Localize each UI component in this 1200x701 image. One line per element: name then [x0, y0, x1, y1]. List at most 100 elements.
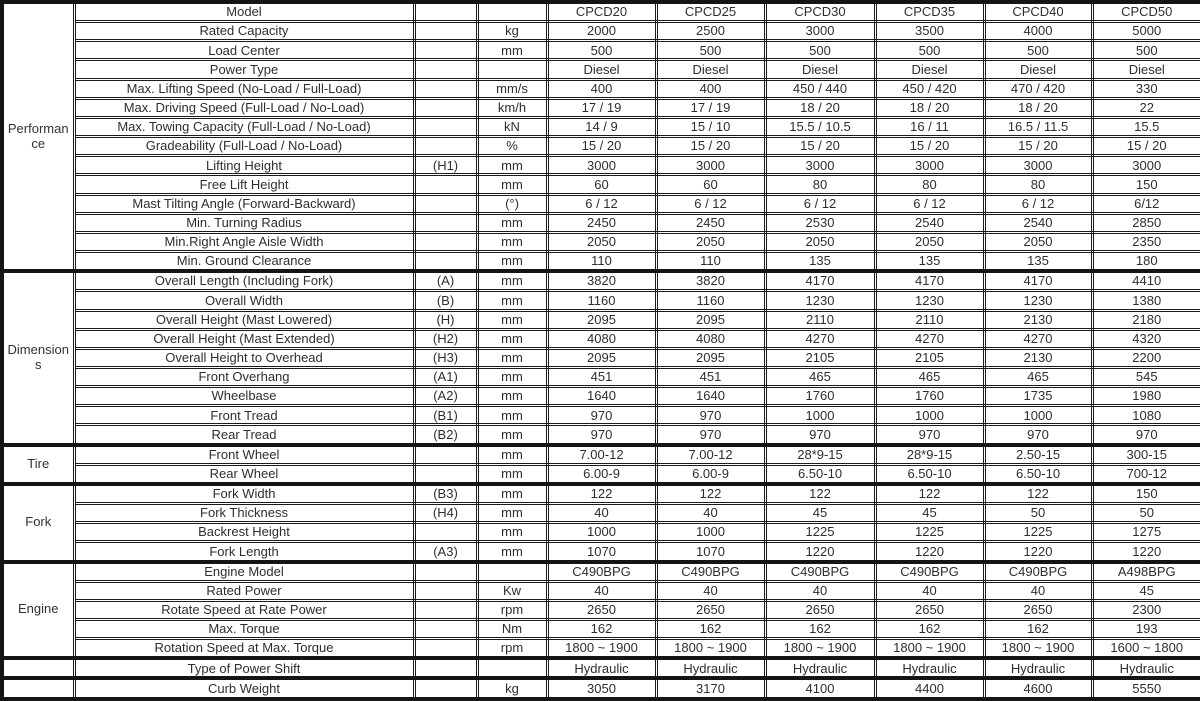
value-cell: 40	[873, 579, 986, 602]
symbol-cell	[412, 250, 479, 273]
value-cell: Diesel	[545, 58, 658, 81]
value-cell: 3820	[654, 269, 767, 293]
value-cell: 14 / 9	[545, 115, 658, 139]
spec-label-cell: Front Tread	[72, 404, 416, 427]
value-cell: 15 / 20	[873, 135, 986, 158]
spec-label-cell: Wheelbase	[72, 385, 416, 408]
value-cell: 450 / 440	[763, 77, 877, 100]
spec-label-cell: Engine Model	[72, 559, 416, 583]
unit-cell: mm	[475, 173, 549, 196]
value-cell: 18 / 20	[982, 96, 1094, 119]
value-cell: 110	[545, 250, 658, 273]
value-cell: 1380	[1090, 289, 1200, 312]
value-cell: 2130	[982, 308, 1094, 331]
value-cell: 500	[1090, 39, 1200, 62]
value-cell: 122	[763, 481, 877, 506]
value-cell: 1070	[654, 540, 767, 564]
symbol-cell	[412, 0, 479, 24]
symbol-cell: (H3)	[412, 346, 479, 369]
value-cell: 1800 ~ 1900	[654, 637, 767, 660]
value-cell: 40	[545, 502, 658, 525]
value-cell: 1220	[982, 540, 1094, 564]
value-cell: 3000	[763, 154, 877, 177]
value-cell: 500	[654, 39, 767, 62]
table-row: Power Type Diesel Diesel Diesel Diesel Diesel…	[2, 58, 1200, 81]
value-cell: 2300	[1090, 598, 1200, 622]
value-cell: 162	[982, 617, 1094, 641]
value-cell: 1760	[763, 385, 877, 408]
value-cell: 330	[1090, 77, 1200, 100]
value-cell: 1160	[654, 289, 767, 312]
value-cell: 50	[982, 502, 1094, 525]
value-cell: 15 / 20	[545, 135, 658, 158]
symbol-cell	[412, 58, 479, 81]
value-cell: 4270	[873, 327, 986, 350]
value-cell: 6 / 12	[654, 192, 767, 215]
value-cell: 1640	[545, 385, 658, 408]
value-cell: 45	[763, 502, 877, 525]
value-cell: 2050	[982, 230, 1094, 254]
value-cell: 970	[654, 423, 767, 447]
value-cell: 1230	[763, 289, 877, 312]
value-cell: 1980	[1090, 385, 1200, 408]
model-header-cell: CPCD20	[545, 0, 658, 24]
spec-label-cell: Type of Power Shift	[72, 656, 416, 680]
value-cell: 6.50-10	[873, 462, 986, 486]
symbol-cell	[412, 230, 479, 254]
unit-cell: mm	[475, 269, 549, 293]
value-cell: 2650	[873, 598, 986, 622]
symbol-cell	[412, 637, 479, 660]
spec-label-cell: Rotation Speed at Max. Torque	[72, 637, 416, 660]
spec-label-cell: Front Overhang	[72, 365, 416, 389]
value-cell: 15.5	[1090, 115, 1200, 139]
unit-cell: mm	[475, 462, 549, 486]
value-cell: 15 / 10	[654, 115, 767, 139]
value-cell: 4170	[982, 269, 1094, 293]
value-cell: 2650	[763, 598, 877, 622]
unit-cell: %	[475, 135, 549, 158]
model-header-cell: CPCD25	[654, 0, 767, 24]
symbol-cell: (A1)	[412, 365, 479, 389]
unit-cell: mm	[475, 502, 549, 525]
value-cell: 4080	[545, 327, 658, 350]
unit-cell: kg	[475, 676, 549, 701]
unit-cell: mm	[475, 540, 549, 564]
value-cell: 15 / 20	[1090, 135, 1200, 158]
table-row: Curb Weight kg 3050 3170 4100 4400 4600 5550	[0, 676, 1200, 701]
value-cell: 451	[654, 365, 767, 389]
spec-label-cell: Min.Right Angle Aisle Width	[72, 230, 416, 254]
value-cell: 122	[982, 481, 1094, 506]
spec-label-cell: Front Wheel	[72, 442, 416, 466]
value-cell: 1600 ~ 1800	[1090, 637, 1200, 660]
unit-cell: mm	[475, 327, 549, 350]
spec-label-cell: Curb Weight	[72, 676, 416, 701]
table-row: Tire Front Wheel mm 7.00-12 7.00-12 28*9-15 28…	[0, 442, 1200, 486]
unit-cell: mm	[475, 39, 549, 62]
value-cell: 545	[1090, 365, 1200, 389]
value-cell: 180	[1090, 250, 1200, 273]
value-cell: 2200	[1090, 346, 1200, 369]
value-cell: 1735	[982, 385, 1094, 408]
value-cell: 162	[545, 617, 658, 641]
table-row: Dimensions Overall Length (Including Fork…	[0, 269, 1200, 447]
value-cell: 3500	[873, 20, 986, 43]
table-row: Overall Width (B) mm 1160 1160 1230 1230 1230 13…	[2, 289, 1200, 312]
value-cell: 1800 ~ 1900	[545, 637, 658, 660]
value-cell: Diesel	[654, 58, 767, 81]
table-row: Rated Capacity kg 2000 2500 3000 3500 4000 5000	[2, 20, 1200, 43]
value-cell: 150	[1090, 173, 1200, 196]
value-cell: C490BPG	[763, 559, 877, 583]
value-cell: 17 / 19	[545, 96, 658, 119]
table-row: Rated Power Kw 40 40 40 40 40 45	[2, 579, 1200, 602]
table-row: Rotate Speed at Rate Power rpm 2650 2650 265…	[2, 598, 1200, 622]
value-cell: 4320	[1090, 327, 1200, 350]
symbol-cell	[412, 617, 479, 641]
symbol-cell	[412, 135, 479, 158]
value-cell: 500	[763, 39, 877, 62]
value-cell: 4600	[982, 676, 1094, 701]
value-cell: 465	[763, 365, 877, 389]
value-cell: 3000	[982, 154, 1094, 177]
value-cell: 1800 ~ 1900	[982, 637, 1094, 660]
value-cell: 50	[1090, 502, 1200, 525]
